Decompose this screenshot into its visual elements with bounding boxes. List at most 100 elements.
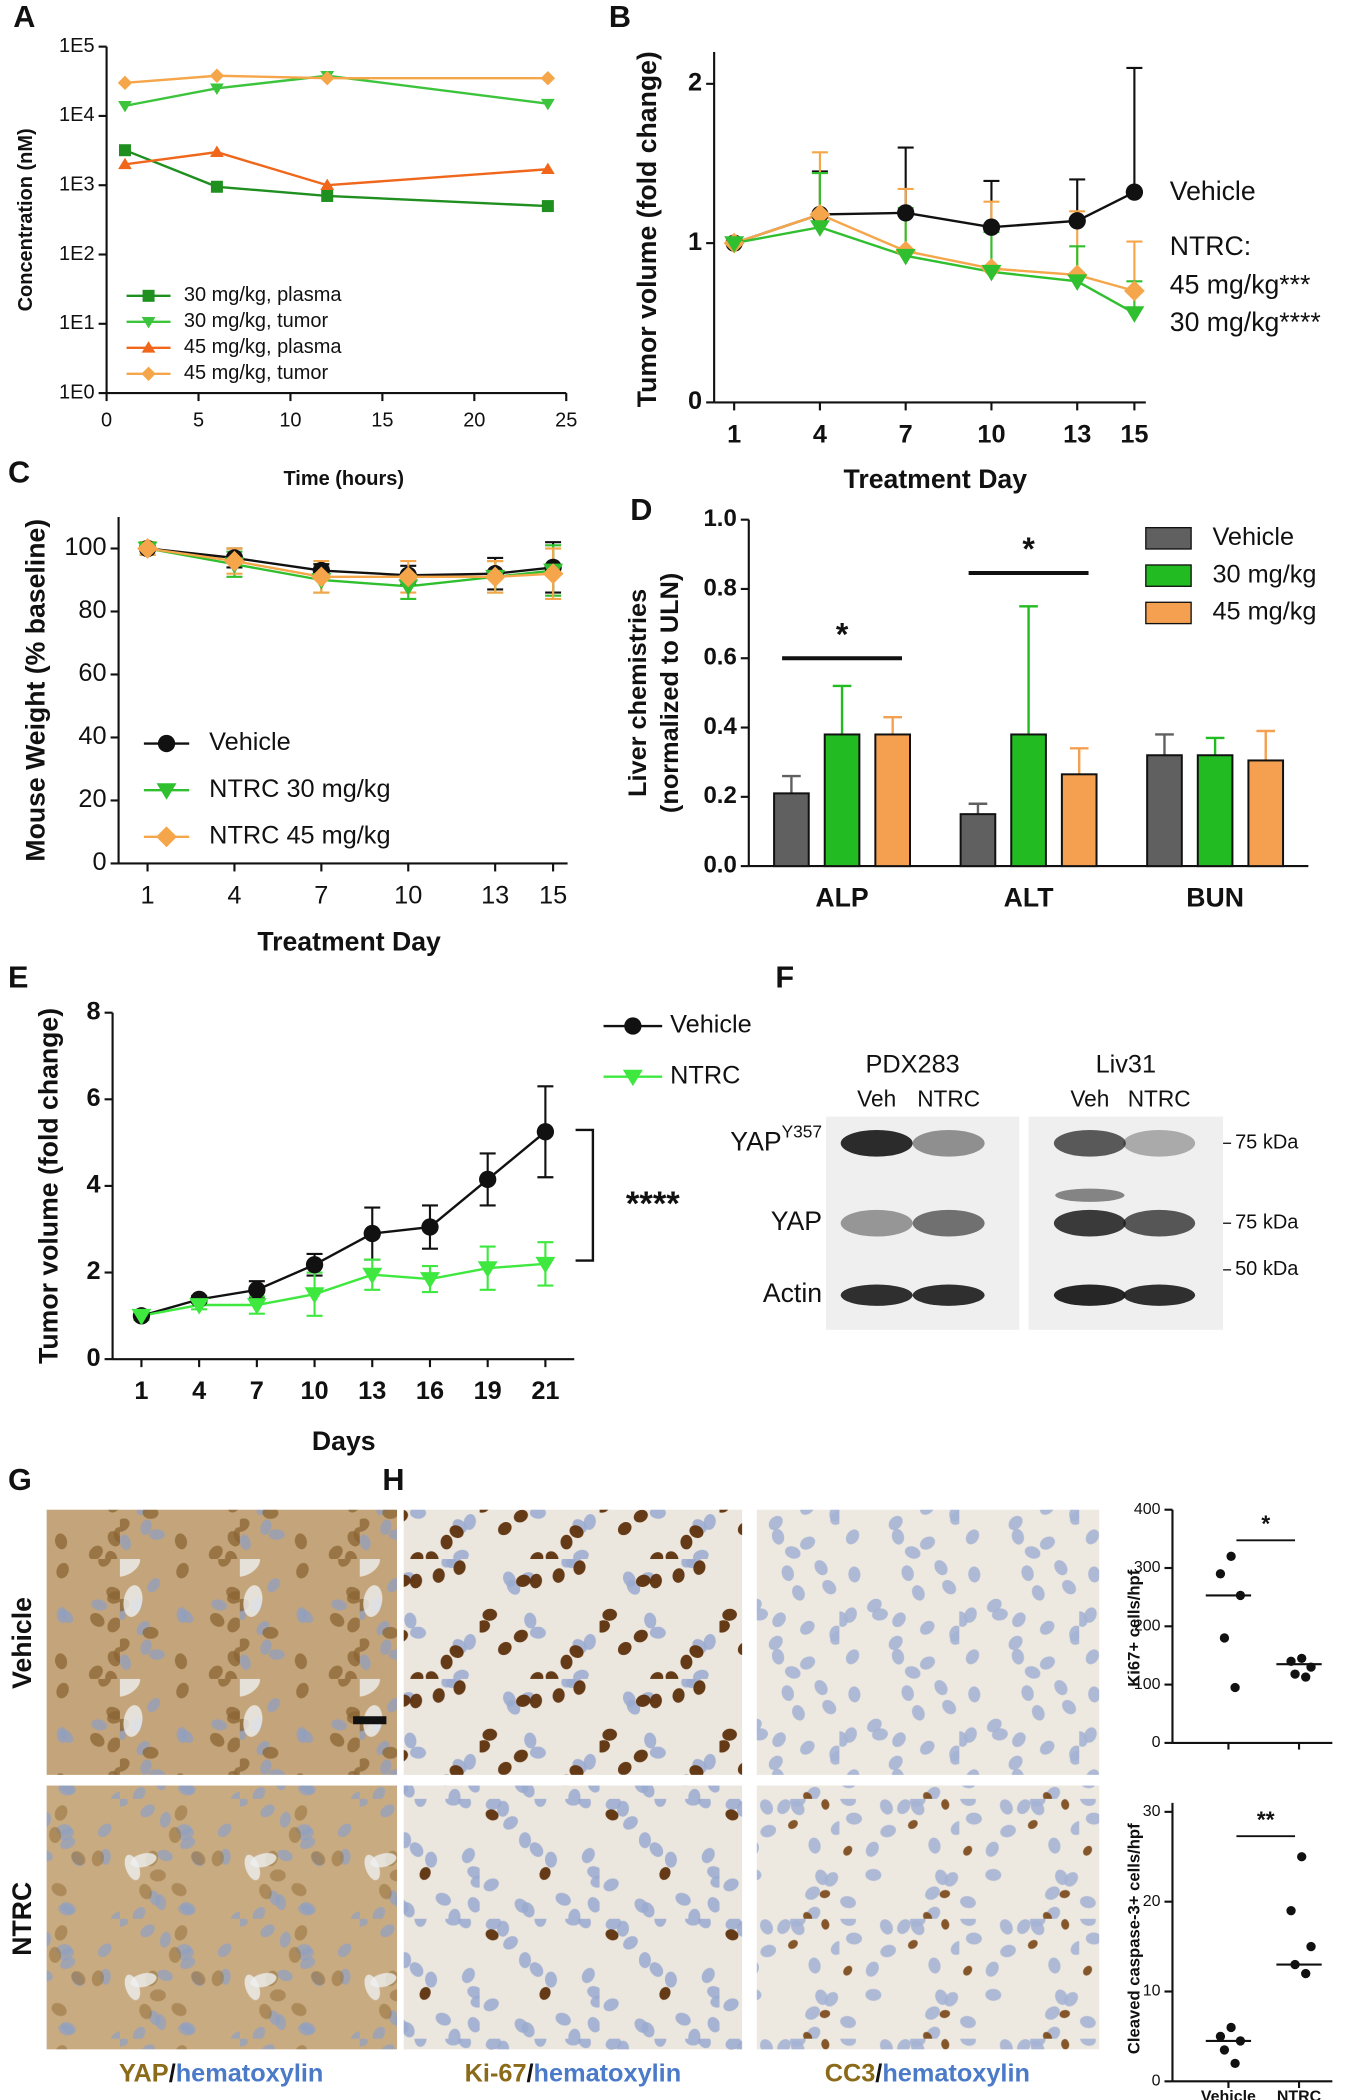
x-tick-label: 10 (279, 409, 301, 431)
stain-marker: YAP (119, 2059, 169, 2087)
series-line (147, 547, 554, 577)
legend-label: 30 mg/kg, plasma (184, 284, 342, 306)
bar (959, 813, 997, 868)
annotation: * (836, 616, 849, 652)
size-marker: 75 kDa (1235, 1212, 1299, 1234)
marker (540, 162, 555, 175)
y-tick-label: 1.0 (703, 505, 736, 532)
stain-caption: CC3/hematoxylin (825, 2059, 1030, 2087)
x-tick-label: 13 (1063, 420, 1091, 448)
y-tick-label: 1E5 (59, 35, 95, 57)
x-tick-label: 10 (394, 881, 422, 909)
x-tick-label: Vehicle (1201, 2089, 1256, 2100)
stain-counterstain: hematoxylin (176, 2059, 324, 2087)
series-line (124, 150, 548, 187)
legend-label: 45 mg/kg, tumor (184, 362, 329, 384)
size-marker: 50 kDa (1235, 1258, 1299, 1280)
data-point (1226, 2022, 1236, 2033)
y-tick-label: 0 (87, 1344, 101, 1372)
y-axis-title: Cleaved caspase-3+ cells/hpf (1125, 1823, 1144, 2054)
error-bar (782, 774, 801, 794)
y-tick-label: 0 (93, 848, 107, 876)
scale-bar (353, 1716, 387, 1725)
marker (189, 1298, 210, 1315)
legend-marker (141, 341, 156, 353)
blot-band (912, 1284, 985, 1306)
annotation: * (1022, 531, 1035, 567)
legend-marker (141, 316, 156, 329)
annotation: ** (1257, 1806, 1275, 1832)
y-tick-label: 0.4 (703, 713, 737, 740)
bar (1247, 759, 1285, 868)
y-tick-label: 80 (78, 596, 106, 624)
y-axis-title: Concentration (nM) (15, 128, 37, 311)
marker (118, 144, 131, 157)
legend-label: NTRC (670, 1061, 740, 1089)
y-tick-label: 20 (78, 785, 106, 813)
marker (1123, 280, 1145, 302)
marker (398, 579, 419, 596)
data-point (1230, 1682, 1240, 1693)
marker (209, 68, 225, 83)
marker (420, 1272, 440, 1289)
marker (897, 204, 915, 222)
x-tick-label: 5 (193, 409, 204, 431)
marker (246, 1298, 267, 1315)
error-bar (832, 684, 852, 735)
data-point (1297, 1852, 1307, 1862)
stain-marker: Ki-67 (465, 2059, 527, 2087)
y-axis-title: Tumor volume (fold change) (34, 1008, 64, 1364)
annotation: * (1261, 1511, 1270, 1537)
marker (809, 204, 831, 225)
data-point (1235, 1590, 1246, 1601)
data-point (1215, 2031, 1226, 2042)
x-tick-label: ALT (1004, 882, 1054, 912)
legend-label: Vehicle (670, 1011, 752, 1039)
data-point (1301, 1672, 1311, 1682)
stain-caption: Ki-67/hematoxylin (465, 2059, 681, 2087)
x-tick-label: 7 (899, 420, 913, 448)
x-axis-title: Treatment Day (257, 926, 441, 956)
marker (479, 1170, 497, 1189)
y-axis-title: Tumor volume (fold change) (632, 51, 662, 407)
blot-band (840, 1129, 913, 1157)
marker (362, 1267, 383, 1285)
data-point (1230, 2058, 1240, 2069)
error-bar (1256, 729, 1276, 761)
series-line (124, 149, 548, 208)
lane-label: Veh (1070, 1086, 1109, 1112)
error-bar (1126, 66, 1143, 193)
cell-line-label: Liv31 (1096, 1051, 1156, 1079)
x-tick-label: 4 (192, 1377, 206, 1405)
y-tick-label: 2 (688, 69, 702, 97)
x-tick-label: 13 (481, 881, 509, 909)
row-label: Vehicle (7, 1597, 37, 1689)
y-tick-label: 1 (688, 228, 702, 256)
x-tick-label: 10 (977, 420, 1005, 448)
marker (540, 71, 556, 86)
y-tick-label: 6 (87, 1084, 101, 1112)
row-label: YAPY357 (730, 1121, 822, 1156)
x-tick-label: 15 (1120, 420, 1148, 448)
error-bar (1205, 736, 1225, 756)
x-tick-label: ALP (815, 882, 868, 912)
lane-label: NTRC (917, 1086, 980, 1112)
y-tick-label: 0 (688, 387, 702, 415)
marker (981, 264, 1002, 282)
annotation: **** (626, 1185, 680, 1223)
legend-label: 45 mg/kg, plasma (184, 336, 342, 358)
data-point (1215, 1569, 1226, 1579)
y-tick-label: 400 (1134, 1501, 1161, 1518)
marker (484, 566, 506, 588)
row-label-text: YAP (730, 1126, 781, 1156)
cell-line-label: PDX283 (866, 1051, 960, 1079)
error-bar (1019, 605, 1038, 735)
marker (1124, 306, 1145, 323)
data-point (1286, 1656, 1296, 1666)
x-tick-label: 4 (227, 881, 241, 909)
data-point (1301, 1968, 1311, 1979)
y-tick-label: 30 (1143, 1803, 1161, 1820)
marker (118, 101, 132, 113)
